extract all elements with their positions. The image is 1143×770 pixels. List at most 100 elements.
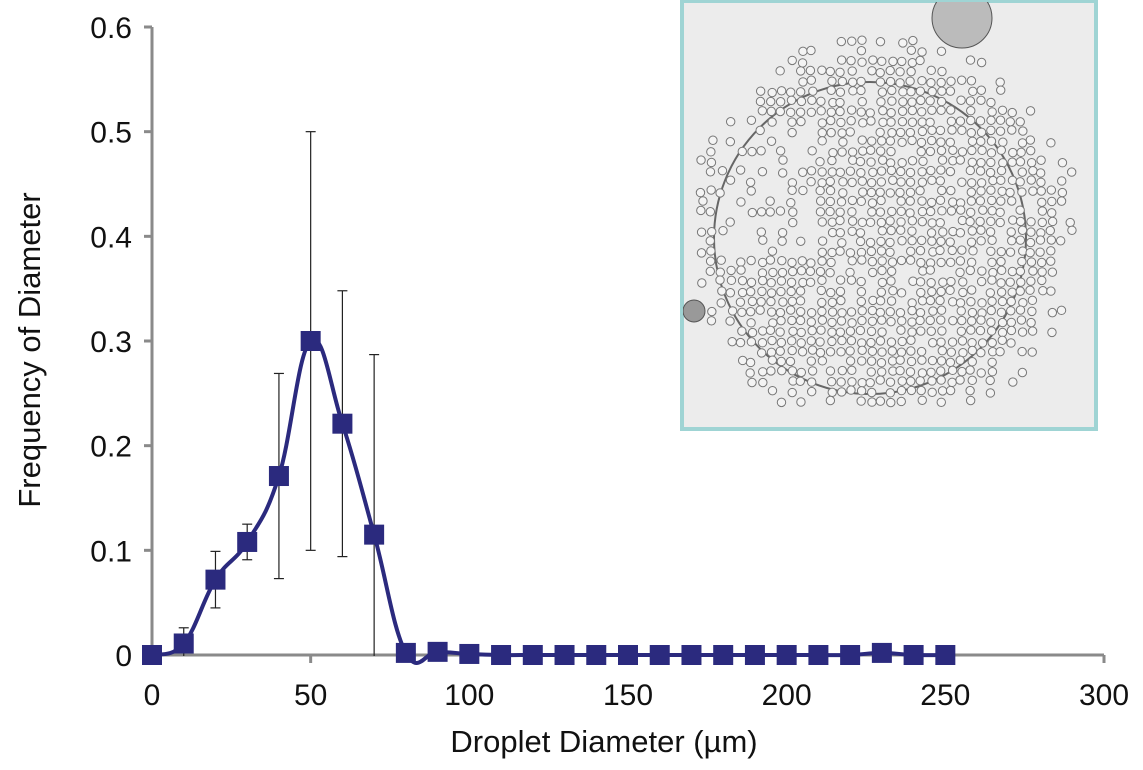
droplet: [828, 148, 838, 158]
droplet: [897, 316, 907, 326]
droplet: [866, 326, 877, 337]
droplet: [907, 317, 917, 327]
droplet: [1025, 106, 1036, 116]
droplet: [767, 87, 777, 98]
droplet: [967, 345, 978, 356]
droplet: [977, 266, 987, 276]
droplet: [855, 236, 866, 247]
droplet: [955, 298, 966, 308]
droplet: [966, 76, 977, 86]
droplet: [965, 385, 975, 396]
droplet: [966, 285, 977, 295]
droplet: [976, 136, 986, 147]
droplet: [966, 196, 977, 206]
droplet: [997, 296, 1008, 307]
droplet: [917, 206, 928, 217]
droplet: [837, 238, 847, 248]
droplet: [867, 256, 878, 267]
droplet: [737, 326, 747, 336]
inset-micrograph: [680, 0, 1098, 431]
droplet: [857, 315, 867, 326]
droplet: [786, 336, 797, 346]
droplet: [835, 97, 845, 108]
droplet: [896, 288, 907, 298]
droplet: [905, 255, 916, 265]
droplet: [795, 66, 806, 76]
droplet: [937, 206, 947, 216]
droplet: [955, 375, 965, 385]
droplet: [806, 356, 817, 366]
marker: [205, 569, 226, 590]
droplet: [1035, 235, 1046, 245]
droplet: [946, 185, 956, 196]
droplet: [966, 237, 977, 247]
droplet: [815, 337, 825, 347]
droplet: [938, 277, 948, 287]
droplet: [797, 58, 808, 68]
series-line: [151, 337, 946, 665]
droplet: [1046, 246, 1056, 256]
droplet: [806, 45, 816, 56]
droplet: [757, 326, 768, 336]
droplet: [896, 166, 906, 177]
droplet: [896, 196, 906, 206]
droplet: [986, 326, 997, 336]
droplet: [907, 97, 917, 107]
droplet: [887, 128, 897, 138]
droplet: [766, 278, 776, 288]
droplet: [966, 316, 977, 326]
droplet: [1036, 186, 1046, 196]
droplet: [995, 346, 1005, 357]
droplet: [755, 125, 765, 136]
droplet: [887, 257, 898, 267]
droplet: [875, 187, 885, 198]
droplet: [927, 338, 938, 348]
droplet: [976, 315, 986, 325]
droplet: [866, 337, 876, 348]
droplet: [876, 166, 887, 176]
droplet: [827, 167, 838, 177]
y-tick-label: 0.1: [90, 535, 132, 568]
droplet: [927, 387, 937, 398]
droplet: [907, 305, 917, 316]
droplet: [798, 185, 808, 196]
droplet: [696, 227, 707, 237]
droplet: [817, 65, 827, 75]
droplet: [767, 117, 777, 127]
droplet: [735, 337, 746, 348]
droplet: [967, 157, 978, 167]
droplet: [1015, 235, 1026, 245]
droplet: [817, 118, 828, 128]
droplet: [788, 217, 798, 228]
droplet: [825, 176, 836, 187]
droplet: [937, 345, 948, 356]
droplet: [877, 256, 887, 266]
droplet: [746, 318, 756, 328]
droplet: [885, 65, 895, 76]
droplet: [1026, 175, 1036, 185]
droplet: [865, 377, 875, 388]
droplet: [817, 356, 828, 366]
droplet: [897, 56, 907, 67]
droplet: [1017, 138, 1028, 148]
droplet: [967, 307, 978, 318]
droplet: [905, 208, 915, 218]
droplet: [976, 95, 986, 106]
droplet: [767, 335, 777, 346]
droplet: [946, 276, 956, 287]
droplet: [737, 287, 748, 298]
droplet: [715, 275, 725, 285]
droplet: [776, 337, 787, 348]
droplet: [917, 216, 928, 227]
droplet: [775, 146, 786, 156]
droplet: [766, 366, 776, 376]
droplet: [696, 248, 707, 258]
droplet: [698, 196, 708, 206]
marker: [744, 645, 765, 665]
droplet: [796, 116, 806, 127]
droplet: [936, 96, 947, 107]
droplet: [766, 136, 777, 146]
droplet: [757, 268, 768, 278]
droplet: [925, 146, 936, 157]
